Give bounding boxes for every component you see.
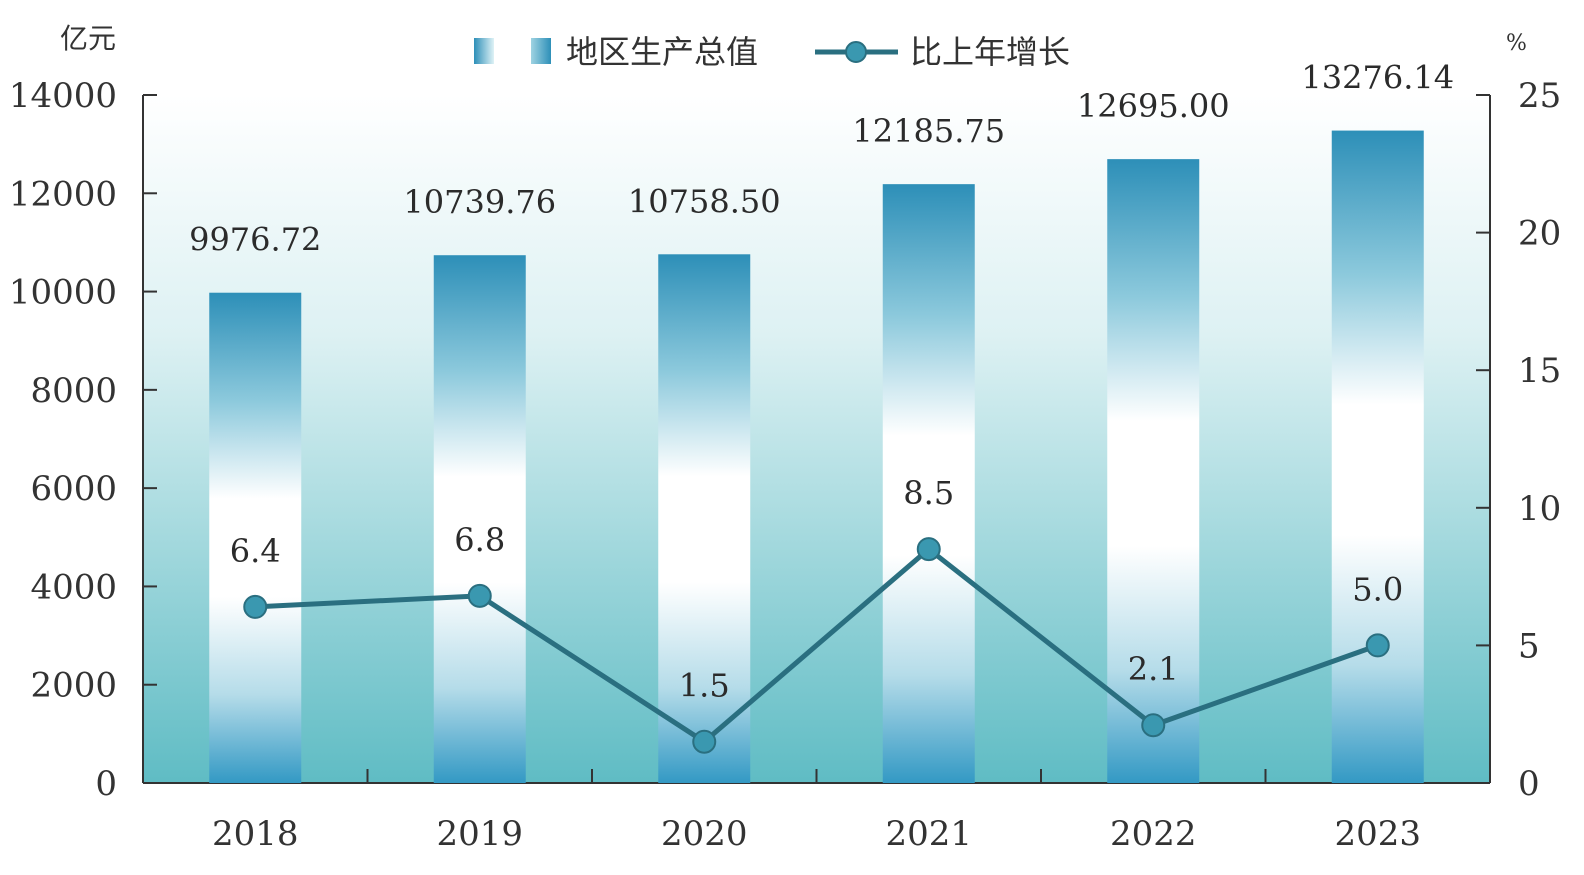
x-axis-ticks: 2018 2019 2020 2021 2022 2023 <box>212 769 1421 854</box>
left-tick-label: 0 <box>95 764 117 804</box>
gdp-bar-label-2021: 12185.75 <box>852 112 1005 150</box>
legend: 地区生产总值 比上年增长 <box>474 33 1070 71</box>
right-axis-unit: % <box>1506 31 1527 56</box>
x-tick-label-2019: 2019 <box>436 814 523 854</box>
x-tick-label-2018: 2018 <box>212 814 299 854</box>
growth-line <box>255 546 1379 745</box>
legend-bar-swatch-b <box>531 38 551 64</box>
gdp-bar-2018 <box>209 292 302 783</box>
right-tick-label: 5 <box>1518 626 1540 666</box>
gdp-bar-label-2019: 10739.76 <box>403 183 556 221</box>
growth-label-2021: 8.5 <box>903 474 954 512</box>
left-axis-unit: 亿元 <box>60 22 116 55</box>
growth-label-2020: 1.5 <box>679 667 730 705</box>
gdp-bar-label-2018: 9976.72 <box>189 221 321 259</box>
growth-label-2022: 2.1 <box>1128 650 1179 688</box>
gdp-bar-2019 <box>433 255 526 783</box>
growth-line-group: 6.4 6.8 1.5 8.5 2.1 5.0 <box>230 474 1403 754</box>
right-tick-label: 15 <box>1518 351 1561 391</box>
right-tick-label: 25 <box>1518 76 1561 116</box>
x-tick-label-2021: 2021 <box>885 814 972 854</box>
growth-point-2023 <box>1365 633 1390 658</box>
growth-point-2019 <box>467 583 492 608</box>
plot-background <box>143 95 1490 783</box>
left-tick-label: 4000 <box>30 567 117 607</box>
gdp-bar-label-2020: 10758.50 <box>628 182 781 220</box>
gdp-bar-2022 <box>1107 159 1200 784</box>
legend-gdp-label: 地区生产总值 <box>566 33 758 71</box>
left-tick-label: 12000 <box>9 174 117 214</box>
gdp-bar-2021 <box>882 184 975 784</box>
gdp-bar-label-2023: 13276.14 <box>1301 59 1454 97</box>
growth-point-2022 <box>1141 713 1166 738</box>
left-tick-label: 8000 <box>30 371 117 411</box>
growth-label-2019: 6.8 <box>454 521 505 559</box>
growth-point-2021 <box>916 537 941 562</box>
left-axis-ticks: 0 2000 4000 6000 8000 10000 12000 14000 <box>9 76 157 804</box>
growth-point-2020 <box>692 729 717 754</box>
x-tick-label-2020: 2020 <box>661 814 748 854</box>
legend-bar-swatch-a <box>474 38 494 64</box>
right-tick-label: 10 <box>1518 489 1561 529</box>
growth-label-2018: 6.4 <box>230 532 281 570</box>
right-tick-label: 0 <box>1518 764 1540 804</box>
left-tick-label: 10000 <box>9 273 117 313</box>
gdp-bar-2020 <box>658 254 751 783</box>
legend-growth-label: 比上年增长 <box>910 33 1070 71</box>
left-tick-label: 2000 <box>30 666 117 706</box>
legend-line-marker <box>845 41 867 63</box>
bars-group: 9976.72 10739.76 10758.50 12185.75 12695.00 1… <box>189 59 1454 784</box>
left-tick-label: 6000 <box>30 469 117 509</box>
growth-point-2018 <box>243 594 268 619</box>
right-axis-ticks: 0 5 10 15 20 25 <box>1476 76 1561 804</box>
growth-label-2023: 5.0 <box>1352 570 1403 608</box>
x-tick-label-2023: 2023 <box>1334 814 1421 854</box>
left-tick-label: 14000 <box>9 76 117 116</box>
x-tick-label-2022: 2022 <box>1110 814 1197 854</box>
right-tick-label: 20 <box>1518 214 1561 254</box>
gdp-bar-label-2022: 12695.00 <box>1077 87 1230 125</box>
gdp-bar-2023 <box>1331 130 1424 783</box>
